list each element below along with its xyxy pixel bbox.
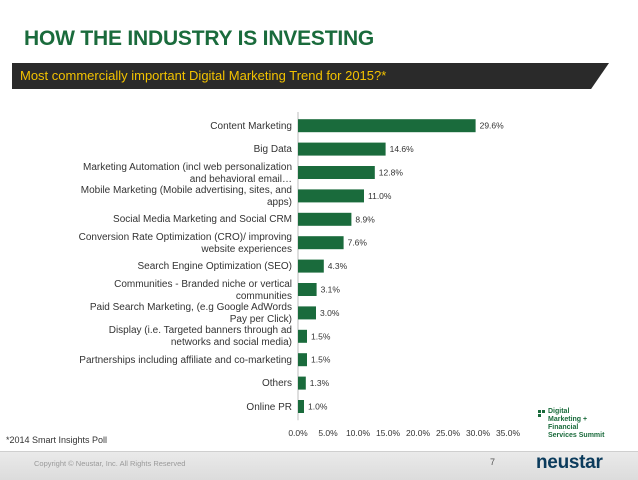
bar-4 — [298, 212, 352, 226]
category-label-4: Social Media Marketing and Social CRM — [113, 214, 292, 226]
page-title: HOW THE INDUSTRY IS INVESTING — [24, 27, 375, 50]
category-label-2: Marketing Automation (incl web personali… — [83, 161, 292, 185]
bar-value-label-2: 12.8% — [379, 168, 404, 178]
bar-1 — [298, 142, 386, 156]
category-label-1: Big Data — [253, 144, 292, 156]
bar-value-label-8: 3.0% — [320, 308, 340, 318]
bar-3 — [298, 189, 364, 203]
bar-6 — [298, 259, 324, 273]
bar-value-label-11: 1.3% — [310, 378, 330, 388]
neustar-logo: neustar — [536, 452, 603, 473]
bar-10 — [298, 353, 307, 367]
bar-value-label-1: 14.6% — [390, 144, 415, 154]
bar-12 — [298, 400, 304, 413]
bar-9 — [298, 329, 307, 343]
bar-5 — [298, 236, 344, 250]
bar-0 — [298, 119, 476, 133]
subtitle-bar — [12, 63, 609, 89]
category-label-6: Search Engine Optimization (SEO) — [137, 261, 292, 273]
summit-logo: Digital Marketing + Financial Services S… — [538, 408, 638, 448]
bar-value-label-6: 4.3% — [328, 261, 348, 271]
x-tick-label-3: 15.0% — [376, 428, 401, 438]
category-label-0: Content Marketing — [210, 120, 292, 132]
bar-value-label-0: 29.6% — [480, 121, 505, 131]
summit-logo-mark-icon — [538, 410, 545, 417]
x-tick-label-1: 5.0% — [318, 428, 338, 438]
x-tick-label-2: 10.0% — [346, 428, 371, 438]
footer-bar — [0, 451, 638, 480]
x-tick-label-5: 25.0% — [436, 428, 461, 438]
category-label-7: Communities - Branded niche or vertical … — [114, 278, 292, 302]
category-label-3: Mobile Marketing (Mobile advertising, si… — [80, 184, 292, 208]
bar-11 — [298, 376, 306, 390]
copyright-text: Copyright © Neustar, Inc. All Rights Res… — [34, 459, 186, 468]
bar-value-label-9: 1.5% — [311, 331, 331, 341]
category-label-12: Online PR — [246, 401, 292, 413]
x-tick-label-6: 30.0% — [466, 428, 491, 438]
bar-value-label-10: 1.5% — [311, 355, 331, 365]
page-subtitle: Most commercially important Digital Mark… — [20, 68, 387, 83]
bar-2 — [298, 166, 375, 179]
x-tick-label-4: 20.0% — [406, 428, 431, 438]
x-tick-label-7: 35.0% — [496, 428, 521, 438]
bar-value-label-5: 7.6% — [348, 238, 368, 248]
category-label-10: Partnerships including affiliate and co-… — [79, 354, 292, 366]
page-number: 7 — [490, 457, 496, 467]
bar-value-label-4: 8.9% — [355, 214, 375, 224]
bar-value-label-12: 1.0% — [308, 402, 328, 412]
x-tick-label-0: 0.0% — [288, 428, 308, 438]
category-label-9: Display (i.e. Targeted banners through a… — [108, 325, 292, 349]
category-label-8: Paid Search Marketing, (e.g Google AdWor… — [89, 301, 292, 325]
bar-8 — [298, 306, 316, 320]
bar-value-label-7: 3.1% — [321, 285, 341, 295]
summit-logo-text: Digital Marketing + Financial Services S… — [548, 408, 605, 439]
bar-7 — [298, 283, 317, 296]
bar-value-label-3: 11.0% — [368, 191, 392, 201]
category-label-5: Conversion Rate Optimization (CRO)/ impr… — [78, 231, 292, 255]
footnote: *2014 Smart Insights Poll — [6, 435, 108, 445]
category-label-11: Others — [261, 378, 292, 390]
